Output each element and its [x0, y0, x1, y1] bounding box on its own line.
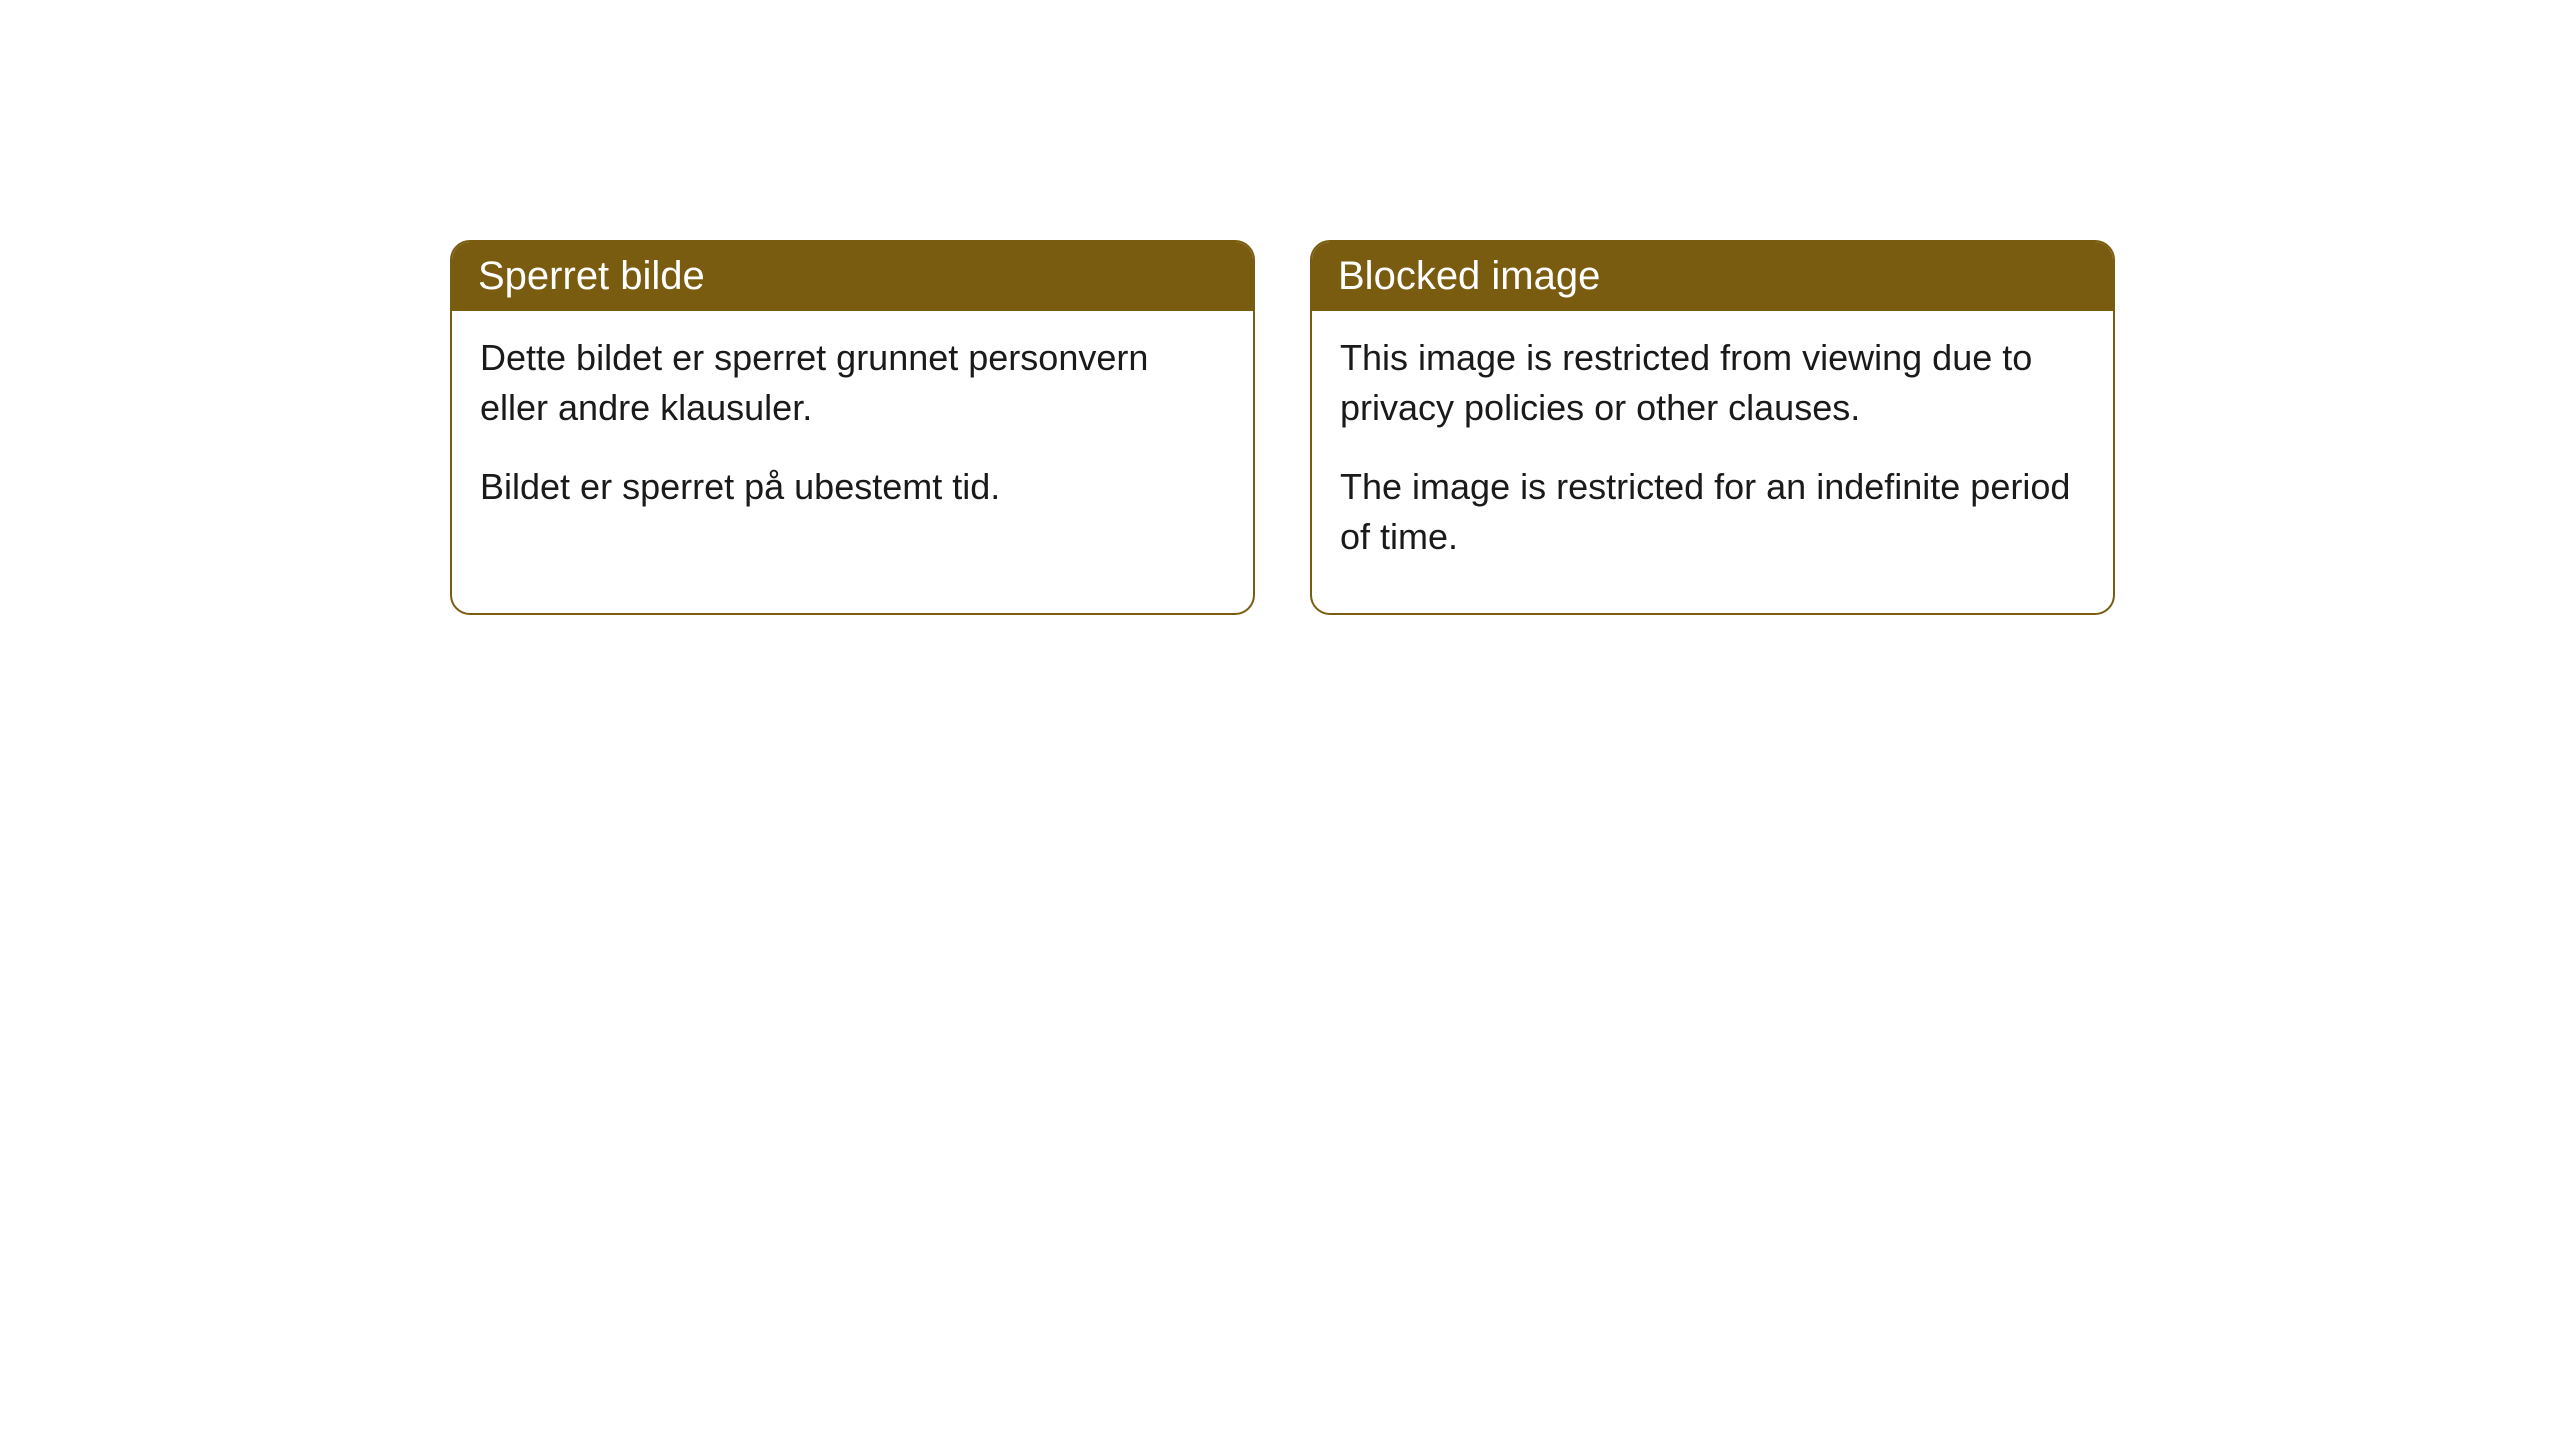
card-paragraph-2-norwegian: Bildet er sperret på ubestemt tid. — [480, 462, 1225, 512]
card-header-norwegian: Sperret bilde — [452, 242, 1253, 311]
card-paragraph-1-english: This image is restricted from viewing du… — [1340, 333, 2085, 434]
card-norwegian: Sperret bilde Dette bildet er sperret gr… — [450, 240, 1255, 615]
card-body-norwegian: Dette bildet er sperret grunnet personve… — [452, 311, 1253, 562]
card-title-english: Blocked image — [1338, 254, 1600, 298]
card-english: Blocked image This image is restricted f… — [1310, 240, 2115, 615]
cards-container: Sperret bilde Dette bildet er sperret gr… — [450, 240, 2115, 615]
card-paragraph-2-english: The image is restricted for an indefinit… — [1340, 462, 2085, 563]
card-header-english: Blocked image — [1312, 242, 2113, 311]
card-title-norwegian: Sperret bilde — [478, 254, 705, 298]
card-body-english: This image is restricted from viewing du… — [1312, 311, 2113, 613]
card-paragraph-1-norwegian: Dette bildet er sperret grunnet personve… — [480, 333, 1225, 434]
